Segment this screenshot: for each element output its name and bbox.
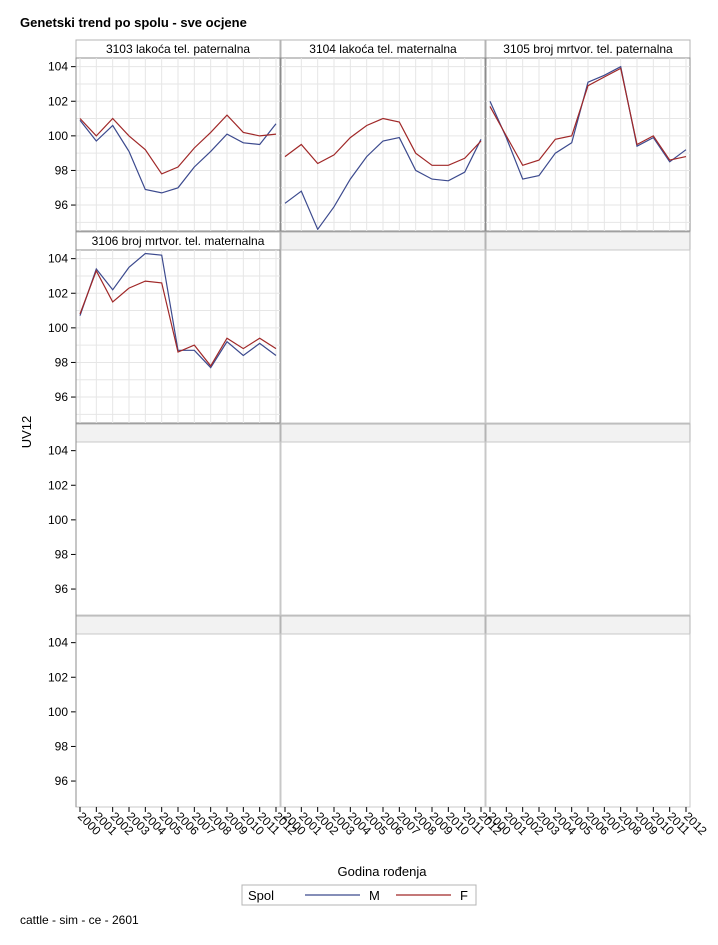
y-tick-label: 98 bbox=[55, 547, 69, 561]
y-axis-title: UV12 bbox=[19, 416, 34, 449]
panel-frame bbox=[75, 633, 281, 808]
series-line-f bbox=[284, 117, 482, 166]
y-tick-label: 96 bbox=[55, 582, 69, 596]
panel-header bbox=[485, 615, 691, 635]
panel-title: 3106 broj mrtvor. tel. maternalna bbox=[92, 234, 265, 248]
y-tick-label: 102 bbox=[48, 94, 68, 108]
panel-title: 3103 lakoća tel. paternalna bbox=[106, 42, 250, 56]
y-tick-label: 104 bbox=[48, 60, 68, 74]
footnote: cattle - sim - ce - 2601 bbox=[20, 913, 139, 927]
y-tick-label: 100 bbox=[48, 513, 68, 527]
panel-frame bbox=[75, 441, 281, 616]
panel-header bbox=[75, 615, 281, 635]
panel-frame bbox=[280, 441, 486, 616]
legend-title: Spol bbox=[248, 888, 274, 903]
panel-header bbox=[280, 231, 486, 251]
panel-header bbox=[280, 423, 486, 443]
legend-label-m: M bbox=[369, 888, 380, 903]
y-tick-label: 104 bbox=[48, 444, 68, 458]
panel-header bbox=[485, 423, 691, 443]
panel-frame bbox=[485, 249, 691, 424]
y-tick-label: 98 bbox=[55, 163, 69, 177]
series-line-m bbox=[79, 119, 277, 194]
panel-title: 3104 lakoća tel. maternalna bbox=[309, 42, 457, 56]
y-tick-label: 104 bbox=[48, 252, 68, 266]
y-tick-label: 102 bbox=[48, 670, 68, 684]
y-tick-label: 96 bbox=[55, 390, 69, 404]
panel-frame bbox=[485, 633, 691, 808]
y-tick-label: 104 bbox=[48, 636, 68, 650]
y-tick-label: 100 bbox=[48, 129, 68, 143]
y-tick-label: 100 bbox=[48, 705, 68, 719]
legend-label-f: F bbox=[460, 888, 468, 903]
series-line-f bbox=[489, 67, 687, 167]
series-line-f bbox=[79, 269, 277, 367]
panel-header bbox=[485, 231, 691, 251]
panel-header bbox=[75, 423, 281, 443]
series-line-m bbox=[284, 136, 482, 231]
series-line-f bbox=[79, 114, 277, 175]
panel-frame bbox=[280, 633, 486, 808]
panel-frame bbox=[280, 249, 486, 424]
y-tick-label: 96 bbox=[55, 774, 69, 788]
y-tick-label: 102 bbox=[48, 478, 68, 492]
y-tick-label: 98 bbox=[55, 355, 69, 369]
chart-title: Genetski trend po spolu - sve ocjene bbox=[20, 15, 247, 30]
x-axis-title: Godina rođenja bbox=[338, 864, 428, 879]
panel-frame bbox=[485, 441, 691, 616]
panel-title: 3105 broj mrtvor. tel. paternalna bbox=[503, 42, 673, 56]
y-tick-label: 96 bbox=[55, 198, 69, 212]
y-tick-label: 98 bbox=[55, 739, 69, 753]
series-line-m bbox=[489, 65, 687, 180]
y-tick-label: 102 bbox=[48, 286, 68, 300]
y-tick-label: 100 bbox=[48, 321, 68, 335]
panel-header bbox=[280, 615, 486, 635]
